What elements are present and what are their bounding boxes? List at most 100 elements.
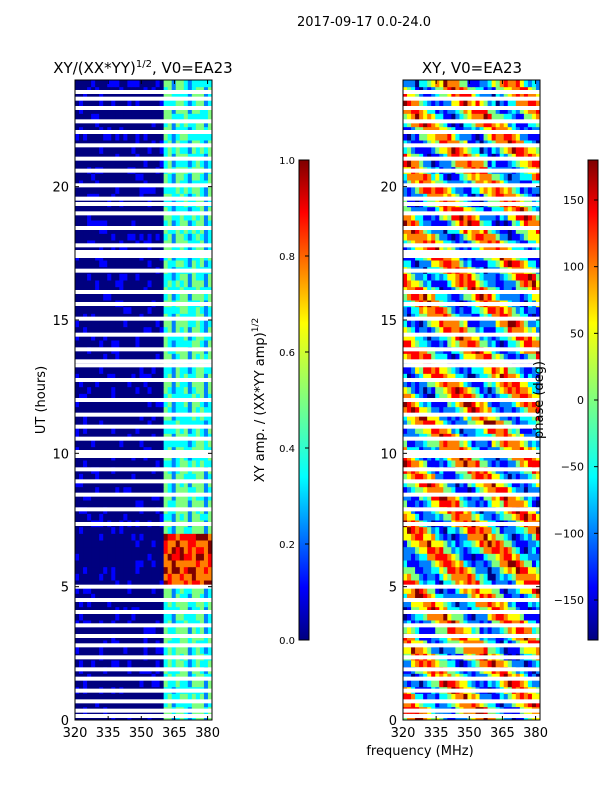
amplitude-cell	[107, 106, 112, 114]
amplitude-cell	[83, 580, 88, 588]
amplitude-cell	[139, 660, 144, 668]
amplitude-cell	[191, 260, 197, 268]
amplitude-cell	[151, 320, 157, 328]
amplitude-cell	[119, 173, 124, 181]
amplitude-cell	[183, 593, 189, 601]
amplitude-cell	[159, 106, 165, 114]
amplitude-cell	[171, 206, 177, 214]
amplitude-cell	[79, 693, 84, 701]
phase-cell	[475, 500, 481, 508]
phase-cell	[491, 553, 497, 561]
amplitude-cell	[95, 486, 100, 494]
amplitude-cell	[95, 333, 100, 341]
amplitude-cell	[199, 146, 205, 154]
flagged-row	[75, 522, 212, 526]
amplitude-cell	[151, 113, 157, 121]
amplitude-cell	[187, 100, 193, 108]
phase-cell	[431, 500, 436, 508]
amplitude-cell	[147, 173, 153, 181]
amplitude-cell	[127, 420, 132, 428]
amplitude-cell	[187, 406, 193, 414]
amplitude-cell	[103, 213, 108, 221]
amplitude-cell	[171, 493, 177, 501]
flagged-row	[75, 290, 212, 294]
amplitude-cell	[183, 206, 189, 214]
amplitude-cell	[131, 206, 136, 214]
amplitude-cell	[207, 440, 212, 448]
amplitude-cell	[83, 593, 88, 601]
phase-cell	[447, 533, 452, 541]
amplitude-cell	[183, 473, 189, 481]
phase-cell	[403, 500, 408, 508]
amplitude-cell	[143, 326, 149, 334]
amplitude-cell	[155, 80, 161, 88]
phase-cell	[471, 540, 477, 548]
amplitude-cell	[203, 420, 209, 428]
phase-cell	[451, 680, 456, 688]
phase-cell	[459, 413, 464, 421]
phase-cell	[487, 593, 493, 601]
amplitude-cell	[155, 220, 161, 228]
phase-cell	[503, 526, 509, 534]
phase-cell	[475, 660, 481, 668]
phase-cell	[507, 406, 513, 414]
phase-cell	[491, 420, 497, 428]
amplitude-cell	[79, 386, 84, 394]
amplitude-cell	[195, 426, 201, 434]
phase-cell	[419, 626, 424, 634]
amplitude-cell	[151, 373, 157, 381]
phase-cell	[519, 566, 525, 574]
phase-cell	[471, 573, 477, 581]
amplitude-cell	[207, 213, 212, 221]
flagged-row	[75, 708, 212, 713]
amplitude-cell	[123, 233, 128, 241]
phase-cell	[411, 600, 416, 608]
amplitude-cell	[91, 273, 96, 281]
amplitude-cell	[195, 366, 201, 374]
amplitude-cell	[207, 340, 212, 348]
amplitude-cell	[203, 233, 209, 241]
amplitude-cell	[171, 233, 177, 241]
amplitude-cell	[79, 460, 84, 468]
amplitude-cell	[159, 146, 165, 154]
amplitude-cell	[75, 693, 80, 701]
amplitude-cell	[163, 480, 169, 488]
phase-cell	[431, 546, 436, 554]
amplitude-cell	[187, 106, 193, 114]
amplitude-cell	[191, 560, 197, 568]
amplitude-cell	[187, 560, 193, 568]
amplitude-cell	[103, 486, 108, 494]
amplitude-cell	[203, 593, 209, 601]
amplitude-cell	[99, 586, 104, 594]
amplitude-cell	[199, 580, 205, 588]
phase-cell	[439, 573, 444, 581]
amplitude-cell	[159, 233, 165, 241]
amplitude-cell	[207, 373, 212, 381]
amplitude-cell	[199, 426, 205, 434]
amplitude-cell	[155, 406, 161, 414]
amplitude-cell	[187, 613, 193, 621]
amplitude-cell	[127, 106, 132, 114]
amplitude-cell	[115, 486, 120, 494]
amplitude-cell	[139, 440, 144, 448]
phase-cell	[455, 426, 460, 434]
amplitude-cell	[195, 493, 201, 501]
amplitude-cell	[127, 366, 132, 374]
amplitude-cell	[135, 280, 140, 288]
amplitude-cell	[95, 173, 100, 181]
amplitude-cell	[207, 593, 212, 601]
phase-cell	[435, 400, 440, 408]
amplitude-cell	[163, 120, 169, 128]
amplitude-cell	[191, 573, 197, 581]
amplitude-cell	[127, 306, 132, 314]
phase-cell	[487, 406, 493, 414]
amplitude-cell	[151, 486, 157, 494]
phase-cell	[419, 553, 424, 561]
amplitude-cell	[123, 220, 128, 228]
amplitude-cell	[167, 340, 173, 348]
colorbar-tick-label: 0.6	[279, 348, 295, 359]
phase-cell	[455, 593, 460, 601]
amplitude-cell	[183, 113, 189, 121]
phase-cell	[427, 700, 432, 708]
amplitude-cell	[199, 526, 205, 534]
